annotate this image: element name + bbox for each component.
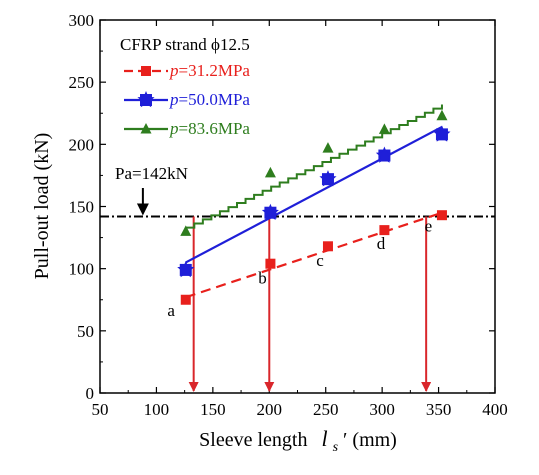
legend-entry-2: p=50.0MPa bbox=[124, 90, 250, 109]
reference-line-label: Pa=142kN bbox=[115, 164, 188, 183]
y-tick-label: 100 bbox=[69, 260, 95, 279]
x-axis-unit: (mm) bbox=[352, 429, 396, 451]
legend-marker-star bbox=[137, 91, 155, 108]
x-axis-subscript: s bbox=[333, 440, 339, 455]
point-label: d bbox=[377, 234, 386, 253]
x-axis-title: Sleeve length l s ′ (mm) bbox=[199, 426, 397, 456]
vertical-arrows-group bbox=[188, 216, 432, 392]
legend-entry-3: p=83.6MPa bbox=[124, 119, 250, 138]
data-point bbox=[436, 109, 448, 121]
y-tick-label: 200 bbox=[69, 135, 95, 154]
legend-marker bbox=[141, 66, 151, 76]
data-point bbox=[322, 142, 334, 153]
x-tick-label: 250 bbox=[313, 400, 339, 419]
legend-symbol: p bbox=[169, 90, 179, 109]
legend: CFRP strand ϕ12.5p=31.2MPap=50.0MPap=83.… bbox=[120, 35, 250, 138]
data-point bbox=[436, 210, 447, 221]
legend-header: CFRP strand ϕ12.5 bbox=[120, 35, 250, 54]
y-tick-label: 0 bbox=[86, 384, 95, 403]
reference-line-group: Pa=142kN bbox=[100, 164, 495, 218]
y-tick-label: 300 bbox=[69, 11, 95, 30]
series-fit-line bbox=[185, 125, 443, 264]
data-point bbox=[322, 241, 333, 252]
y-tick-label: 50 bbox=[77, 322, 94, 341]
x-tick-label: 300 bbox=[369, 400, 395, 419]
data-point-star bbox=[319, 170, 337, 187]
legend-label: p=83.6MPa bbox=[169, 119, 250, 138]
legend-symbol: p bbox=[169, 61, 179, 80]
data-point bbox=[379, 225, 390, 236]
series-fit-line bbox=[185, 104, 443, 229]
data-point-star bbox=[433, 125, 451, 142]
x-tick-label: 100 bbox=[144, 400, 170, 419]
x-axis-prime: ′ bbox=[343, 429, 347, 451]
x-axis-symbol: l bbox=[321, 426, 327, 451]
data-point bbox=[264, 166, 276, 178]
y-tick-label: 150 bbox=[69, 198, 95, 217]
legend-value: =31.2MPa bbox=[179, 61, 251, 80]
point-label: e bbox=[425, 216, 433, 235]
axis-ticks: 50 100 150 200 250 300 350 40005010015020025030… bbox=[69, 11, 508, 419]
data-point-star bbox=[261, 203, 279, 220]
series-1 bbox=[180, 210, 447, 305]
point-label: c bbox=[316, 251, 324, 270]
x-tick-label: 400 bbox=[482, 400, 508, 419]
data-point bbox=[378, 123, 390, 134]
legend-label: p=50.0MPa bbox=[169, 90, 250, 109]
x-tick-label: 150 bbox=[200, 400, 226, 419]
legend-marker bbox=[140, 123, 152, 134]
plot-frame bbox=[99, 19, 496, 394]
data-point-star bbox=[177, 260, 195, 278]
data-point bbox=[265, 258, 276, 269]
legend-value: =83.6MPa bbox=[179, 119, 251, 138]
y-tick-label: 250 bbox=[69, 73, 95, 92]
point-label: b bbox=[258, 269, 267, 288]
legend-entry-1: p=31.2MPa bbox=[124, 61, 250, 80]
x-axis-title-text: Sleeve length bbox=[199, 429, 307, 451]
legend-value: =50.0MPa bbox=[179, 90, 251, 109]
y-axis-title: Pull-out load (kN) bbox=[31, 133, 53, 280]
x-tick-label: 50 bbox=[92, 400, 109, 419]
legend-symbol: p bbox=[169, 119, 179, 138]
series-2 bbox=[177, 125, 451, 278]
data-point bbox=[180, 294, 191, 305]
data-point-star bbox=[375, 146, 393, 163]
x-tick-label: 350 bbox=[426, 400, 452, 419]
series-3 bbox=[180, 104, 448, 236]
x-tick-label: 200 bbox=[257, 400, 283, 419]
point-label: a bbox=[167, 301, 175, 320]
data-point bbox=[180, 225, 192, 236]
legend-label: p=31.2MPa bbox=[169, 61, 250, 80]
series-fit-line bbox=[185, 211, 443, 299]
series-group bbox=[177, 104, 451, 305]
point-labels-group: a b c d e bbox=[167, 216, 432, 320]
